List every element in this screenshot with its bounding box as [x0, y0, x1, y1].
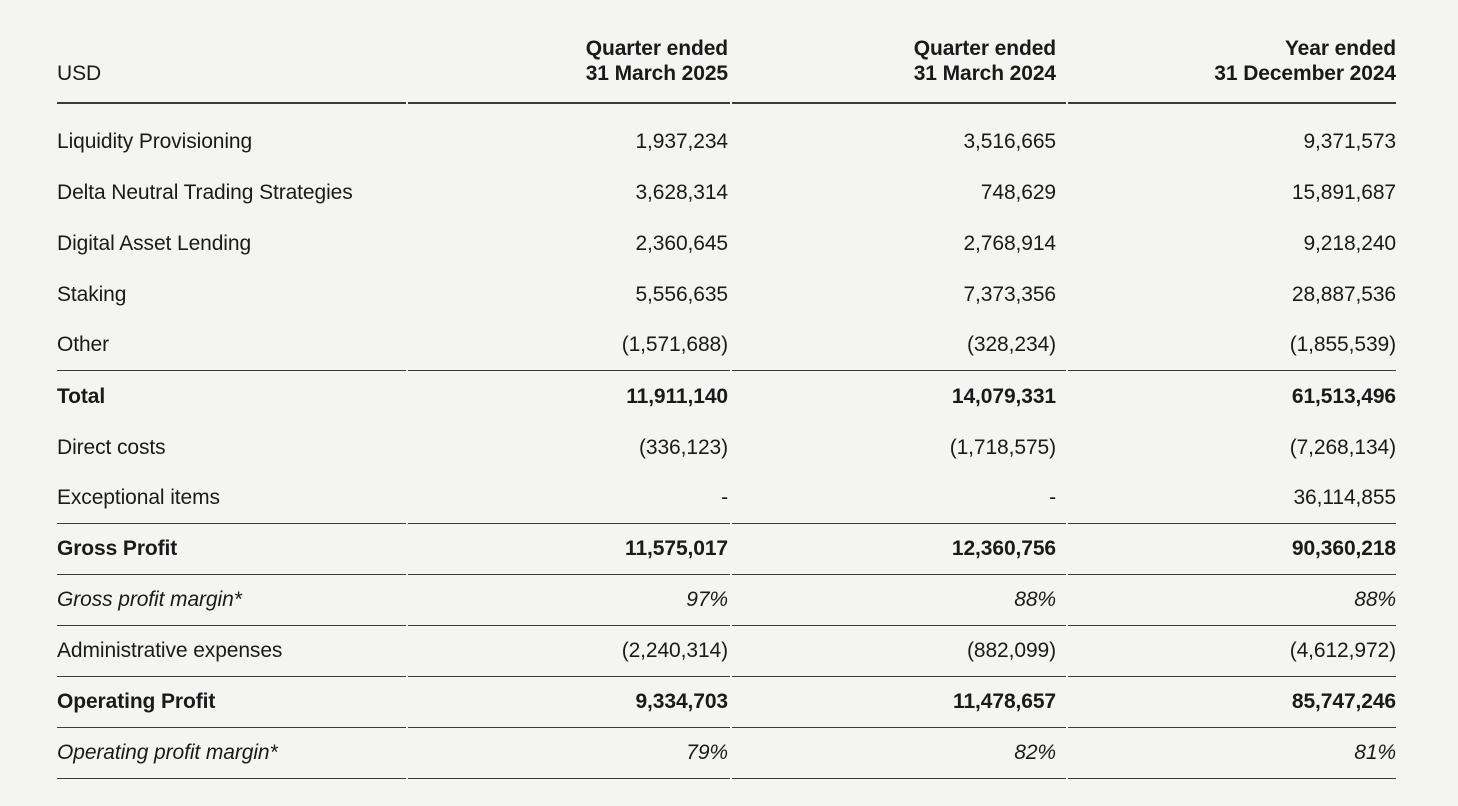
row-value: 15,891,687: [1291, 180, 1396, 204]
row-value: 3,516,665: [963, 129, 1056, 153]
table-row: Delta Neutral Trading Strategies 3,628,31…: [57, 167, 1396, 218]
row-value: 11,575,017: [408, 524, 730, 575]
row-label: Staking: [57, 282, 127, 306]
period-column-header: Quarter ended 31 March 2025: [408, 30, 730, 104]
row-label: Operating Profit: [57, 677, 406, 728]
row-label: Total: [57, 384, 106, 408]
row-value: 2,768,914: [963, 231, 1056, 255]
row-label: Delta Neutral Trading Strategies: [57, 180, 353, 204]
table-row: Staking 5,556,635 7,373,356 28,887,536: [57, 269, 1396, 320]
table-row: Liquidity Provisioning 1,937,234 3,516,665…: [57, 104, 1396, 167]
row-value: 28,887,536: [1291, 282, 1396, 306]
row-value: (7,268,134): [1289, 435, 1396, 459]
row-value: 82%: [732, 728, 1066, 779]
row-value: 81%: [1068, 728, 1396, 779]
currency-label: USD: [57, 30, 406, 104]
row-value: (328,234): [732, 320, 1066, 371]
period-header-line1: Year ended: [1284, 37, 1396, 60]
period-header-line2: 31 December 2024: [1214, 62, 1396, 85]
period-header-line2: 31 March 2025: [585, 62, 728, 85]
table-row: Direct costs (336,123) (1,718,575) (7,268,1…: [57, 422, 1396, 473]
row-value: 7,373,356: [963, 282, 1056, 306]
row-value: 88%: [1068, 575, 1396, 626]
row-label: Administrative expenses: [57, 626, 406, 677]
row-value: 748,629: [980, 180, 1056, 204]
table-row: Gross profit margin* 97% 88% 88%: [57, 575, 1396, 626]
row-value: 3,628,314: [635, 180, 728, 204]
row-value: 97%: [408, 575, 730, 626]
table-row: Digital Asset Lending 2,360,645 2,768,914 9…: [57, 218, 1396, 269]
row-value: 12,360,756: [732, 524, 1066, 575]
period-column-header: Quarter ended 31 March 2024: [732, 30, 1066, 104]
row-value: 2,360,645: [635, 231, 728, 255]
row-value: -: [408, 473, 730, 524]
row-value: -: [732, 473, 1066, 524]
row-value: (1,718,575): [949, 435, 1056, 459]
row-value: 9,334,703: [408, 677, 730, 728]
table-header-row: USD Quarter ended 31 March 2025 Quarter en…: [57, 30, 1396, 104]
row-value: (336,123): [639, 435, 728, 459]
period-header-line1: Quarter ended: [913, 37, 1056, 60]
row-value: (1,571,688): [408, 320, 730, 371]
row-value: 5,556,635: [635, 282, 728, 306]
row-value: 9,371,573: [1303, 129, 1396, 153]
row-value: 36,114,855: [1068, 473, 1396, 524]
row-value: (1,855,539): [1068, 320, 1396, 371]
row-value: 11,911,140: [626, 384, 728, 408]
table-row: Gross Profit 11,575,017 12,360,756 90,360,2…: [57, 524, 1396, 575]
period-header-line1: Quarter ended: [585, 37, 728, 60]
row-value: 14,079,331: [951, 384, 1056, 408]
row-value: 79%: [408, 728, 730, 779]
row-value: 11,478,657: [732, 677, 1066, 728]
row-label: Operating profit margin*: [57, 728, 406, 779]
row-label: Digital Asset Lending: [57, 231, 252, 255]
row-value: 9,218,240: [1303, 231, 1396, 255]
row-value: (2,240,314): [408, 626, 730, 677]
row-label: Exceptional items: [57, 473, 406, 524]
row-label: Liquidity Provisioning: [57, 129, 253, 153]
row-value: 85,747,246: [1068, 677, 1396, 728]
row-label: Gross profit margin*: [57, 575, 406, 626]
row-label: Gross Profit: [57, 524, 406, 575]
table-row: Other (1,571,688) (328,234) (1,855,539): [57, 320, 1396, 371]
period-column-header: Year ended 31 December 2024: [1068, 30, 1396, 104]
row-value: (882,099): [732, 626, 1066, 677]
row-label: Direct costs: [57, 435, 166, 459]
row-value: (4,612,972): [1068, 626, 1396, 677]
table-row: Exceptional items - -36,114,855: [57, 473, 1396, 524]
row-value: 1,937,234: [635, 129, 728, 153]
period-header-line2: 31 March 2024: [913, 62, 1056, 85]
row-value: 88%: [732, 575, 1066, 626]
table-row: Total 11,911,140 14,079,331 61,513,496: [57, 371, 1396, 422]
table-row: Operating Profit 9,334,703 11,478,657 85,74…: [57, 677, 1396, 728]
table-row: Operating profit margin* 79% 82% 81%: [57, 728, 1396, 779]
row-value: 90,360,218: [1068, 524, 1396, 575]
row-label: Other: [57, 320, 406, 371]
table-row: Administrative expenses (2,240,314) (882,0…: [57, 626, 1396, 677]
row-value: 61,513,496: [1291, 384, 1396, 408]
income-statement-table: USD Quarter ended 31 March 2025 Quarter en…: [55, 30, 1398, 779]
